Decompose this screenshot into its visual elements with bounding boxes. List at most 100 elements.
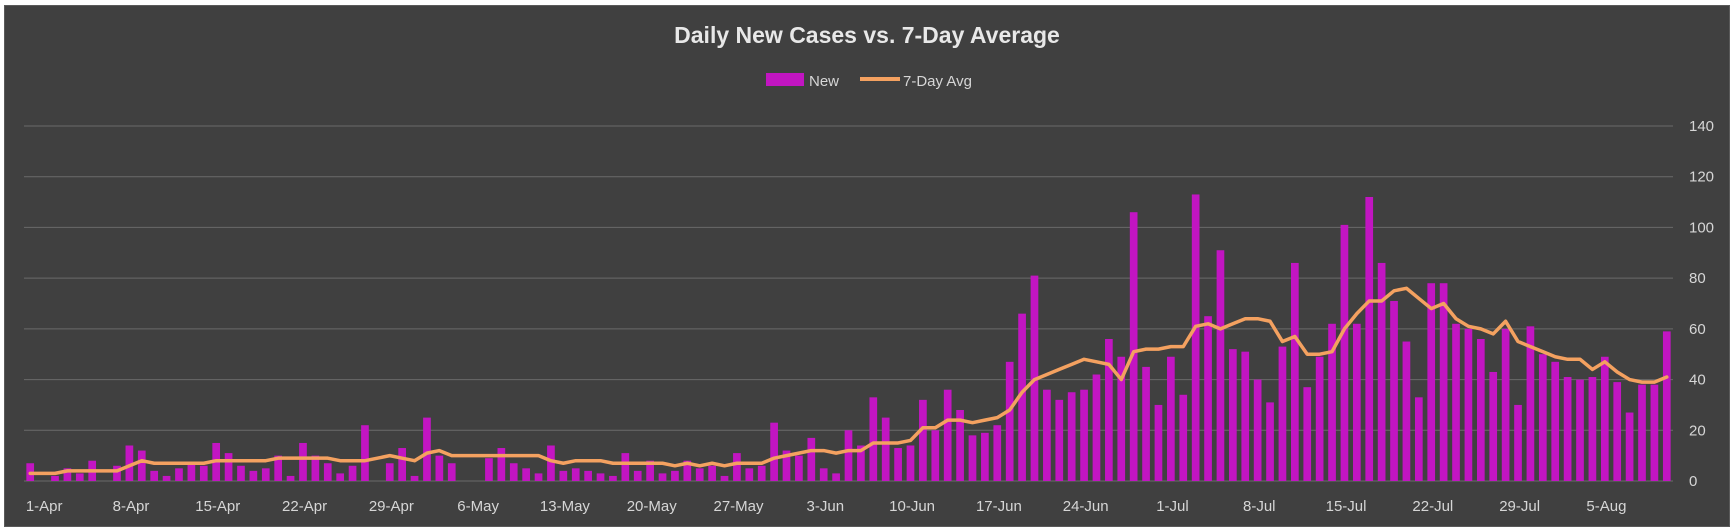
bar-new-cases bbox=[733, 453, 741, 481]
bar-new-cases bbox=[1167, 356, 1175, 481]
bar-new-cases bbox=[1080, 389, 1088, 481]
bar-new-cases bbox=[1501, 328, 1510, 481]
bar-new-cases bbox=[609, 475, 617, 481]
bar-new-cases bbox=[571, 468, 580, 481]
bar-new-cases bbox=[1662, 331, 1671, 481]
bar-new-cases bbox=[1229, 349, 1237, 481]
x-tick-label: 15-Apr bbox=[195, 498, 240, 515]
x-tick-label: 22-Apr bbox=[282, 498, 327, 515]
legend-swatch-new bbox=[766, 73, 804, 86]
bar-new-cases bbox=[1377, 262, 1386, 481]
bar-new-cases bbox=[1043, 389, 1051, 481]
bar-new-cases bbox=[423, 417, 431, 481]
bar-new-cases bbox=[497, 448, 506, 481]
y-tick-label: 100 bbox=[1689, 219, 1714, 236]
bar-new-cases bbox=[1105, 339, 1113, 481]
bar-new-cases bbox=[596, 473, 605, 481]
bar-new-cases bbox=[398, 448, 406, 481]
legend-label-new: New bbox=[809, 73, 839, 90]
bar-new-cases bbox=[175, 468, 183, 481]
bar-new-cases bbox=[1414, 397, 1423, 481]
bar-new-cases bbox=[1476, 339, 1485, 481]
bar-new-cases bbox=[943, 389, 952, 481]
bar-new-cases bbox=[1278, 346, 1287, 481]
bar-new-cases bbox=[162, 475, 171, 481]
bar-new-cases bbox=[633, 470, 642, 481]
bar-new-cases bbox=[410, 475, 419, 481]
y-tick-label: 60 bbox=[1689, 321, 1706, 338]
legend: New 7-Day Avg bbox=[766, 73, 972, 90]
bar-new-cases bbox=[956, 410, 964, 481]
y-tick-label: 0 bbox=[1689, 473, 1697, 490]
bar-new-cases bbox=[671, 470, 679, 481]
bar-new-cases bbox=[1179, 394, 1188, 481]
bar-new-cases bbox=[1427, 283, 1436, 481]
bar-new-cases bbox=[435, 455, 444, 481]
bar-new-cases bbox=[274, 455, 283, 481]
y-tick-label: 80 bbox=[1689, 270, 1706, 287]
bar-new-cases bbox=[286, 475, 295, 481]
bar-new-cases bbox=[559, 470, 568, 481]
x-tick-label: 27-May bbox=[713, 498, 764, 515]
bar-new-cases bbox=[919, 399, 927, 481]
bar-new-cases bbox=[1551, 361, 1560, 481]
bar-new-cases bbox=[993, 425, 1002, 481]
bar-new-cases bbox=[770, 422, 778, 481]
x-axis-ticks: 1-Apr 8-Apr 15-Apr 22-Apr 29-Apr 6-May 13-May 2… bbox=[26, 498, 1627, 515]
bar-new-cases bbox=[113, 465, 121, 481]
bar-new-cases bbox=[547, 445, 555, 481]
bar-new-cases bbox=[348, 465, 357, 481]
x-tick-label: 5-Aug bbox=[1586, 498, 1626, 515]
bar-new-cases bbox=[981, 432, 989, 481]
bar-new-cases bbox=[1216, 250, 1225, 481]
bar-new-cases bbox=[534, 473, 543, 481]
bar-new-cases bbox=[708, 465, 716, 481]
x-tick-label: 29-Jul bbox=[1499, 498, 1540, 515]
bar-new-cases bbox=[361, 425, 369, 481]
bar-new-cases bbox=[1650, 384, 1659, 481]
bar-new-cases bbox=[63, 468, 72, 481]
x-tick-label: 24-Jun bbox=[1063, 498, 1109, 515]
x-tick-label: 22-Jul bbox=[1412, 498, 1453, 515]
bar-new-cases bbox=[1303, 387, 1312, 481]
bar-new-cases bbox=[1489, 371, 1498, 481]
bar-new-cases bbox=[906, 445, 915, 481]
x-tick-label: 10-Jun bbox=[889, 498, 935, 515]
bar-new-cases bbox=[311, 455, 320, 481]
bar-new-cases bbox=[1067, 392, 1076, 481]
bar-new-cases bbox=[1266, 402, 1274, 481]
legend-label-avg: 7-Day Avg bbox=[903, 73, 972, 90]
bar-new-cases bbox=[385, 463, 394, 481]
bar-new-cases bbox=[1638, 384, 1646, 481]
bar-new-cases bbox=[1514, 404, 1522, 481]
bar-new-cases bbox=[1588, 377, 1597, 481]
bar-new-cases bbox=[695, 468, 704, 481]
x-tick-label: 3-Jun bbox=[807, 498, 845, 515]
x-tick-label: 20-May bbox=[627, 498, 678, 515]
bar-new-cases bbox=[1315, 356, 1324, 481]
bar-new-cases bbox=[658, 473, 667, 481]
bar-new-cases bbox=[1402, 341, 1411, 481]
bar-new-cases bbox=[1253, 379, 1262, 481]
bar-new-cases bbox=[1600, 356, 1609, 481]
bar-new-cases bbox=[646, 460, 654, 481]
bar-new-cases bbox=[720, 475, 729, 481]
bar-new-cases bbox=[199, 465, 208, 481]
bar-new-cases bbox=[299, 442, 307, 481]
bar-new-cases bbox=[1439, 283, 1448, 481]
x-tick-label: 1-Jul bbox=[1156, 498, 1189, 515]
bar-new-cases bbox=[1018, 313, 1026, 481]
bar-new-cases bbox=[1390, 300, 1398, 481]
y-tick-label: 20 bbox=[1689, 422, 1706, 439]
bar-new-cases bbox=[1576, 379, 1584, 481]
bar-new-cases bbox=[1129, 212, 1138, 481]
bar-new-cases bbox=[323, 463, 332, 481]
x-tick-label: 17-Jun bbox=[976, 498, 1022, 515]
bar-new-cases bbox=[844, 430, 853, 481]
bar-new-cases bbox=[249, 470, 258, 481]
chart-area: Daily New Cases vs. 7-Day Average New 7-… bbox=[4, 5, 1730, 527]
chart-svg: Daily New Cases vs. 7-Day Average New 7-… bbox=[24, 22, 1714, 515]
bar-new-cases bbox=[261, 468, 270, 481]
bar-new-cases bbox=[1204, 316, 1212, 481]
bar-new-cases bbox=[336, 473, 345, 481]
